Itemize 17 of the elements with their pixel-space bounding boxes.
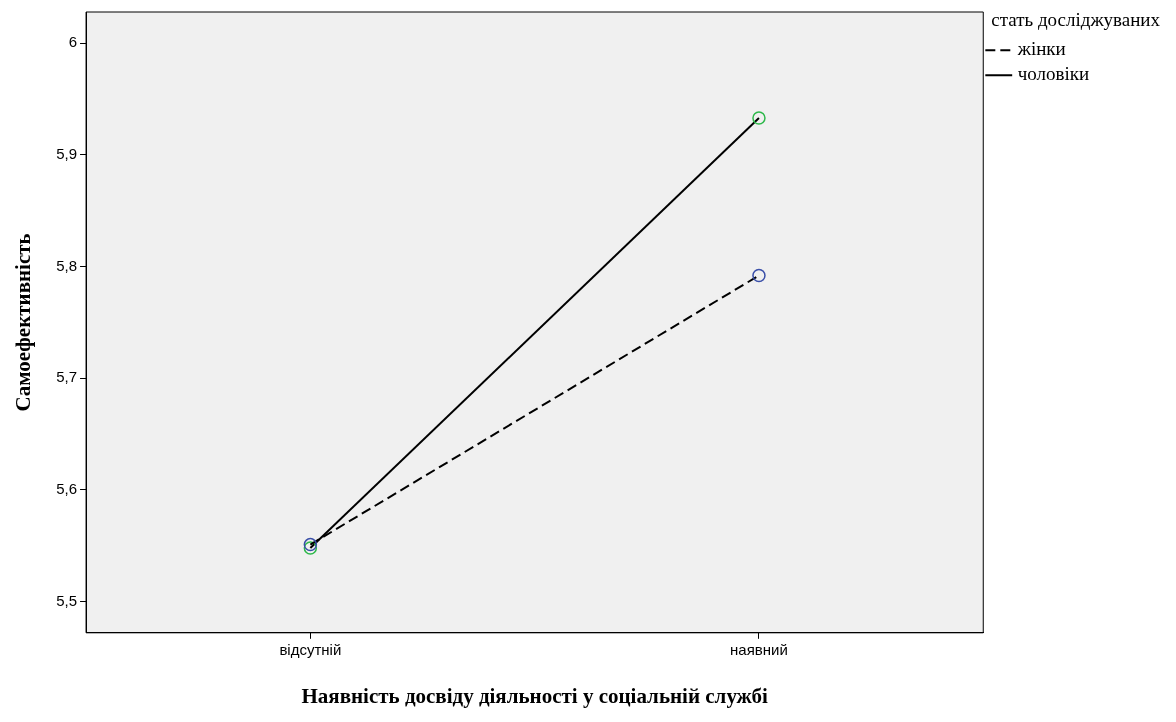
legend-title: стать досліджуваних <box>991 9 1161 31</box>
y-axis-title: Самоефективність <box>11 233 36 412</box>
y-tick-label: 5,5 <box>56 591 78 609</box>
y-tick-label: 5,6 <box>56 480 78 498</box>
y-tick-label: 5,7 <box>56 368 78 386</box>
point <box>752 111 766 125</box>
x-axis-title: Наявність досвіду діяльності у соціальній службі <box>301 683 769 708</box>
legend-label: жінки <box>1016 38 1066 60</box>
legend-label: чоловіки <box>1017 63 1090 85</box>
y-tick-label: 5,9 <box>56 145 78 163</box>
point <box>303 537 318 552</box>
point <box>303 541 318 555</box>
point <box>752 268 766 283</box>
x-tick-label: наявний <box>730 640 788 658</box>
y-tick-label: 5,8 <box>56 256 78 274</box>
y-tick-label: 6 <box>68 33 78 51</box>
x-tick-label: відсутній <box>279 640 342 658</box>
